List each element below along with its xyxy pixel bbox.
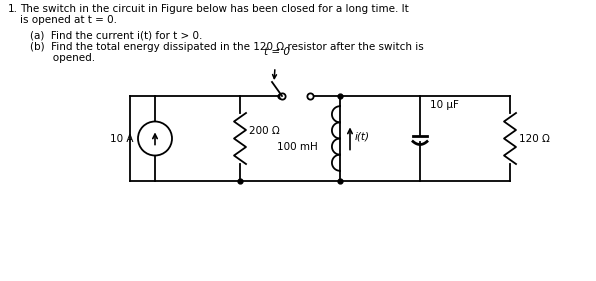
Text: is opened at t = 0.: is opened at t = 0. (20, 15, 117, 25)
Text: i(t): i(t) (355, 132, 370, 142)
Text: opened.: opened. (30, 53, 95, 63)
Text: 100 mH: 100 mH (277, 142, 318, 151)
Circle shape (138, 121, 172, 155)
Text: 120 Ω: 120 Ω (519, 133, 550, 144)
Text: t = 0: t = 0 (264, 47, 290, 57)
Text: 1.: 1. (8, 4, 18, 14)
Text: 200 Ω: 200 Ω (249, 126, 280, 135)
Text: 10 μF: 10 μF (430, 100, 459, 110)
Text: (a)  Find the current i(t) for t > 0.: (a) Find the current i(t) for t > 0. (30, 31, 203, 41)
Text: The switch in the circuit in Figure below has been closed for a long time. It: The switch in the circuit in Figure belo… (20, 4, 409, 14)
Text: 10 A: 10 A (110, 133, 133, 144)
Text: (b)  Find the total energy dissipated in the 120 Ω resistor after the switch is: (b) Find the total energy dissipated in … (30, 42, 424, 52)
